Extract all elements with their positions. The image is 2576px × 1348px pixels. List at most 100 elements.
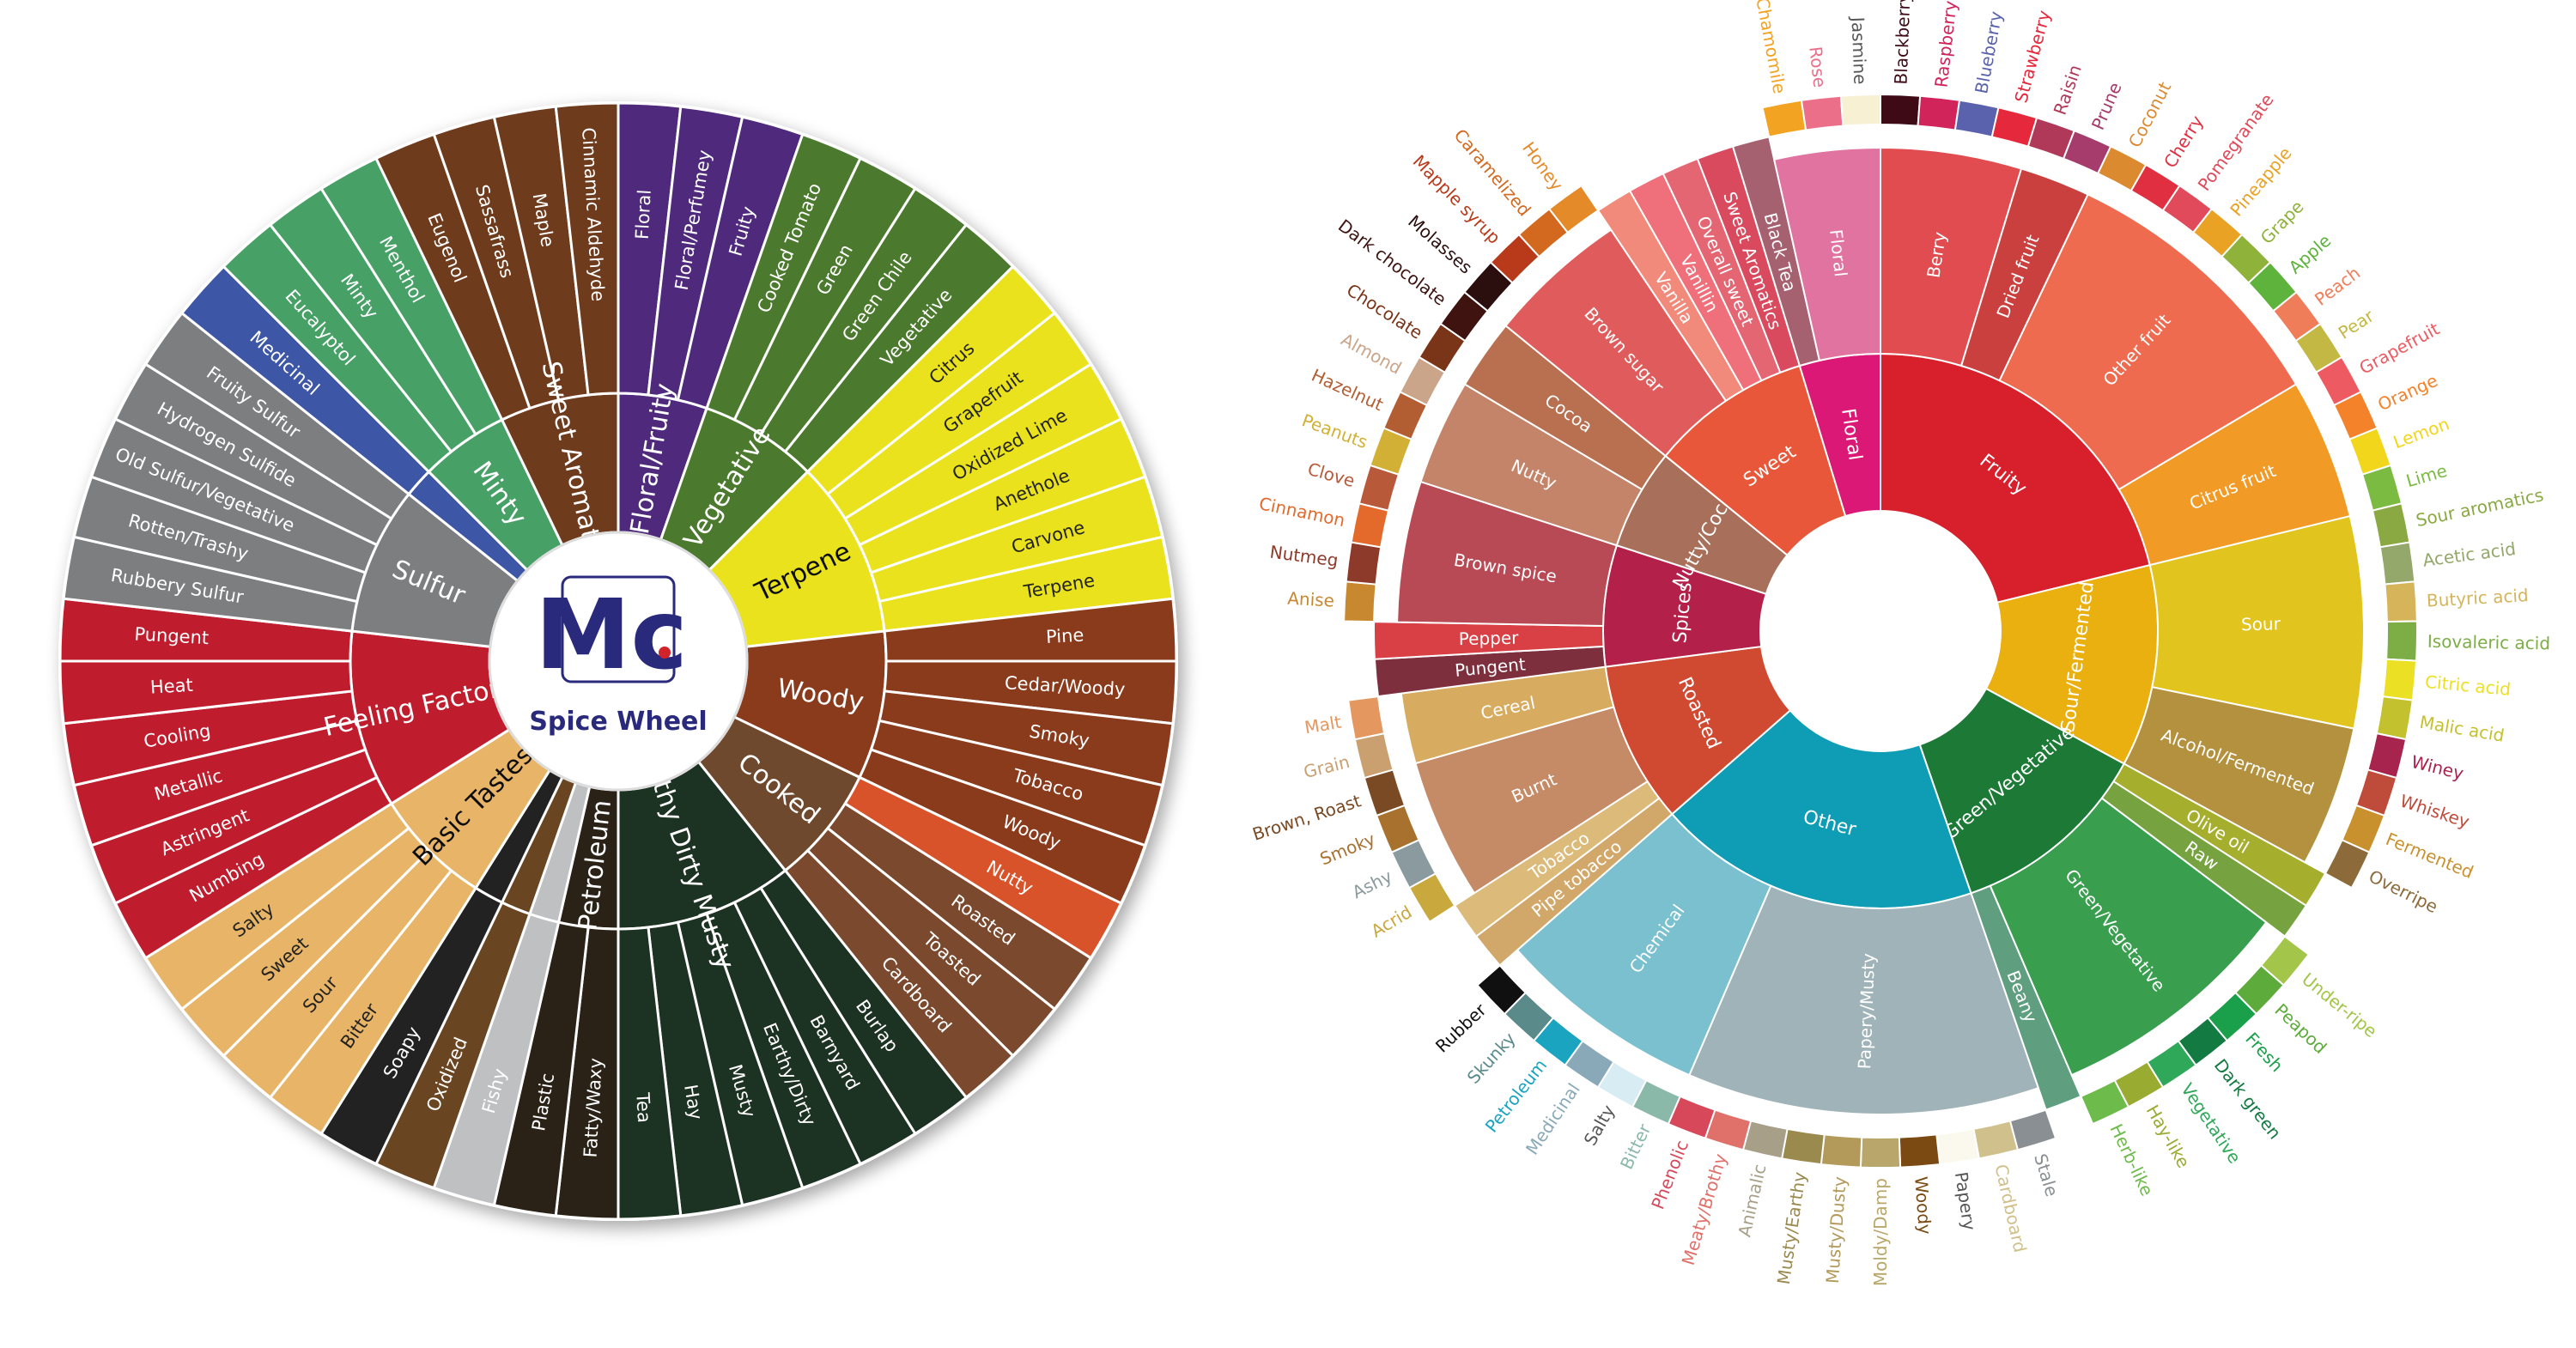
leaf-label-peapod: Peapod	[2270, 999, 2330, 1058]
leaf-label-skunky: Skunky	[1463, 1029, 1520, 1088]
leaf-label-pear: Pear	[2335, 305, 2379, 343]
leaf-label-cherry: Cherry	[2160, 112, 2208, 172]
leaf-label-overripe: Overripe	[2366, 865, 2441, 917]
leaf-label-woody: Woody	[1911, 1175, 1935, 1235]
leaf-label-peanuts: Peanuts	[1299, 410, 1370, 452]
flavor-wheel-center	[1760, 511, 2001, 751]
item-label-floral: Floral	[632, 189, 655, 240]
leaf-label-grain: Grain	[1302, 751, 1352, 782]
leaf-label-acrid: Acrid	[1367, 902, 1415, 942]
leaf-swatch-musty-earthy	[1780, 1127, 1826, 1166]
leaf-label-musty-earthy: Musty/Earthy	[1773, 1170, 1810, 1285]
leaf-swatch-rose	[1800, 94, 1844, 131]
leaf-label-raisin: Raisin	[2050, 62, 2086, 117]
leaf-swatch-woody	[1898, 1133, 1941, 1169]
leaf-label-strawberry: Strawberry	[2010, 8, 2054, 105]
leaf-swatch-moldy-damp	[1859, 1136, 1902, 1169]
leaf-swatch-raspberry	[1917, 94, 1961, 131]
leaf-swatch-blueberry	[1953, 99, 2000, 138]
leaf-label-nutmeg: Nutmeg	[1268, 542, 1339, 571]
spice-wheel-title: Spice Wheel	[529, 707, 707, 737]
leaf-label-prune: Prune	[2087, 79, 2126, 132]
leaf-label-rose: Rose	[1805, 46, 1830, 88]
tier2-wedge-floral	[1772, 146, 1881, 362]
leaf-label-grape: Grape	[2257, 197, 2308, 248]
leaf-label-papery: Papery	[1951, 1170, 1980, 1231]
tier2-wedge-papery-musty	[1688, 884, 2040, 1115]
leaf-label-herb-like: Herb-like	[2106, 1120, 2158, 1199]
leaf-label-lemon: Lemon	[2391, 413, 2452, 452]
leaf-label-moldy-damp: Moldy/Damp	[1870, 1178, 1891, 1286]
leaf-label-sour-aromatics: Sour aromatics	[2414, 484, 2545, 531]
leaf-label-brown-roast: Brown, Roast	[1250, 790, 1364, 844]
leaf-label-musty-dusty: Musty/Dusty	[1822, 1175, 1850, 1284]
leaf-label-salty: Salty	[1580, 1102, 1619, 1150]
leaf-label-acetic-acid: Acetic acid	[2421, 538, 2517, 571]
leaf-swatch-butyric-acid	[2384, 580, 2418, 623]
leaf-label-isovaleric-acid: Isovaleric acid	[2427, 631, 2551, 654]
leaf-label-fermented: Fermented	[2383, 829, 2476, 883]
leaf-swatch-grain	[1353, 732, 1394, 780]
leaf-swatch-anise	[1343, 580, 1377, 623]
leaf-label-butyric-acid: Butyric acid	[2426, 585, 2529, 611]
leaf-swatch-musty-dusty	[1820, 1133, 1863, 1169]
leaf-label-whiskey: Whiskey	[2397, 790, 2472, 832]
leaf-label-winey: Winey	[2409, 751, 2466, 784]
tier2-label-papery-musty: Papery/Musty	[1854, 953, 1879, 1070]
item-label-tea: Tea	[632, 1091, 654, 1123]
leaf-label-hay-like: Hay-like	[2142, 1102, 2195, 1172]
tier2-label-sour: Sour	[2241, 613, 2281, 635]
leaf-label-meaty-brothy: Meaty/Brothy	[1678, 1151, 1731, 1268]
leaf-swatch-blackberry	[1880, 93, 1922, 127]
leaf-swatch-malt	[1347, 695, 1386, 741]
leaf-swatch-chamomile	[1761, 99, 1807, 138]
leaf-label-apple: Apple	[2285, 230, 2336, 278]
leaf-swatch-nutmeg	[1345, 541, 1382, 586]
leaf-swatch-cardboard	[1972, 1120, 2020, 1160]
leaf-label-phenolic: Phenolic	[1647, 1138, 1692, 1212]
leaf-label-jasmine: Jasmine	[1847, 15, 1870, 84]
spice-wheel: Floral Floral/Perfumey FruityFloral/Fruity…	[58, 101, 1178, 1221]
leaf-label-rubber: Rubber	[1431, 999, 1491, 1057]
item-wedge-cinnamic-aldehyde	[554, 101, 620, 397]
leaf-label-smoky: Smoky	[1317, 829, 1378, 870]
item-label-pine: Pine	[1045, 625, 1084, 647]
spice-wheel-logo: Mc Spice Wheel	[488, 531, 749, 792]
leaf-label-orange: Orange	[2374, 370, 2440, 415]
leaf-label-fresh: Fresh	[2241, 1029, 2287, 1077]
leaf-label-blueberry: Blueberry	[1971, 9, 2006, 95]
leaf-label-citric-acid: Citric acid	[2424, 671, 2512, 700]
leaf-label-anise: Anise	[1287, 588, 1335, 611]
leaf-label-bitter: Bitter	[1616, 1120, 1656, 1173]
leaf-label-peach: Peach	[2311, 263, 2364, 310]
leaf-swatch-acetic-acid	[2379, 541, 2416, 586]
item-label-heat: Heat	[149, 675, 193, 698]
leaf-swatch-papery	[1935, 1127, 1981, 1166]
brand-mark-box	[561, 575, 676, 683]
leaf-label-animalic: Animalic	[1734, 1163, 1770, 1239]
leaf-label-almond: Almond	[1338, 329, 1406, 379]
leaf-label-stale: Stale	[2030, 1151, 2063, 1199]
brand-mark: Mc	[535, 580, 688, 691]
leaf-label-cardboard: Cardboard	[1990, 1163, 2030, 1254]
leaf-label-lime: Lime	[2403, 460, 2449, 491]
item-label-pungent: Pungent	[134, 623, 210, 648]
leaf-label-clove: Clove	[1305, 458, 1357, 491]
leaf-label-chamomile: Chamomile	[1752, 0, 1789, 95]
leaf-swatch-lime	[2360, 464, 2403, 512]
leaf-swatch-jasmine	[1839, 93, 1881, 127]
tier2-label-pepper: Pepper	[1459, 628, 1520, 649]
leaf-swatch-malic-acid	[2375, 695, 2414, 741]
leaf-label-ashy: Ashy	[1349, 865, 1395, 902]
leaf-label-blackberry: Blackberry	[1891, 0, 1915, 85]
leaf-label-coconut: Coconut	[2124, 78, 2176, 151]
brand-mark-dot	[659, 647, 671, 659]
leaf-swatch-sour-aromatics	[2371, 502, 2411, 549]
leaf-label-malic-acid: Malic acid	[2418, 712, 2506, 746]
leaf-label-cinnamon: Cinnamon	[1257, 493, 1346, 531]
leaf-label-hazelnut: Hazelnut	[1309, 365, 1387, 416]
leaf-swatch-isovaleric-acid	[2385, 620, 2418, 662]
leaf-label-malt: Malt	[1303, 712, 1342, 738]
